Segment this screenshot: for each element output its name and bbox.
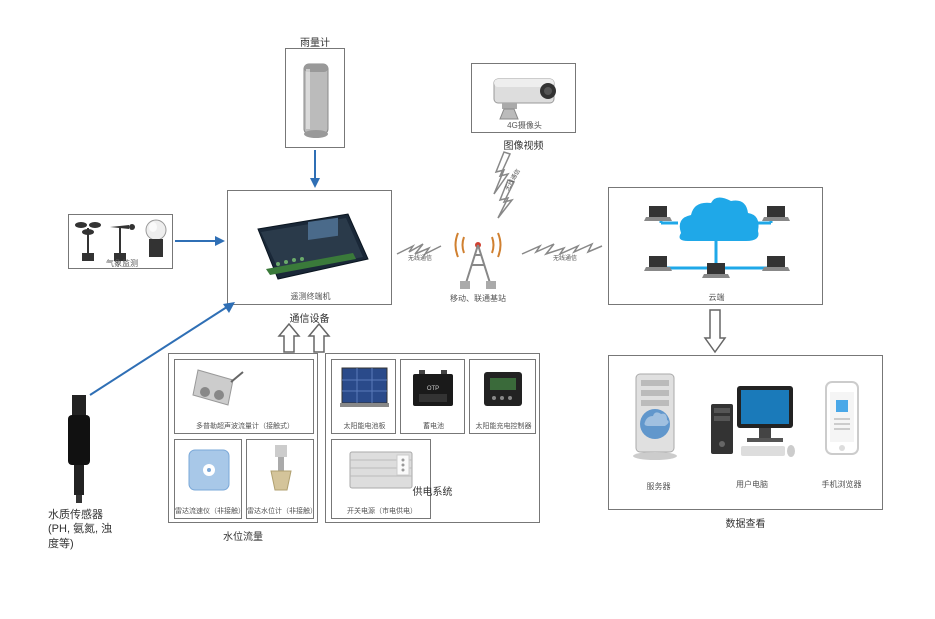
user-pc-label: 用户电脑 [707,479,797,490]
solar-panel-label: 太阳能电池板 [332,421,397,431]
camera-icon [472,64,577,124]
data-view-label: 数据查看 [608,515,883,530]
rain-gauge-box [285,48,345,148]
water-quality-sensor-label: 水质传感器 (PH, 氨氮, 浊度等) [48,508,118,551]
water-level-flow-label: 水位流量 [168,528,318,543]
camera-4g-label: 4G摄像头 [472,120,577,131]
power-system-label: 供电系统 [325,483,540,498]
camera-box: 4G摄像头 [471,63,576,133]
weather-label: 气象监测 [102,258,142,269]
solar-controller-box: 太阳能充电控制器 [469,359,536,434]
solar-panel-box: 太阳能电池板 [331,359,396,434]
mobile-label: 手机浏览器 [814,479,869,490]
switch-power-label: 开关电源（市电供电） [332,506,432,516]
arrow-sensors-to-rtu [276,322,302,354]
svg-text:OTP: OTP [427,386,439,392]
data-view-box: 服务器 用户电脑 手机浏览器 [608,355,883,510]
doppler-label: 多普勒超声波流量计（接触式） [175,421,315,431]
arrow-power-to-rtu [306,322,332,354]
cloud-network-icon [609,188,824,296]
cell-tower-icon [438,215,518,295]
radar-level-label: 雷达水位计（非接触） [247,506,315,516]
radar-flow-label: 雷达流速仪（非接触） [175,506,243,516]
solar-controller-label: 太阳能充电控制器 [470,421,537,431]
battery-box: OTP 蓄电池 [400,359,465,434]
mobile-icon [814,374,869,474]
server-label: 服务器 [621,481,696,492]
cloud-inner-label: 云端 [609,292,824,303]
rtu-device-icon [228,191,393,296]
rain-gauge-icon [286,49,346,149]
wireless-label-3: 无线通信 [545,253,585,262]
solar-controller-icon [470,360,537,420]
anemometer-icon [71,215,106,270]
arrow-waterquality-to-rtu [85,300,240,400]
image-video-label: 图像视频 [471,137,576,152]
radar-level-box: 雷达水位计（非接触） [246,439,314,519]
base-station-label: 移动、联通基站 [438,293,518,304]
rain-gauge-label: 雨量计 [285,34,345,49]
radar-level-icon [247,440,315,500]
solar-panel-icon [332,360,397,420]
server-icon [621,366,696,476]
arrow-weather-to-rtu [175,234,227,248]
switch-power-box: 开关电源（市电供电） [331,439,431,519]
radar-flow-box: 雷达流速仪（非接触） [174,439,242,519]
rtu-inner-label: 遥测终端机 [228,291,393,302]
arrow-cloud-to-dataview [702,308,728,354]
water-quality-sensor-icon [60,395,100,505]
dome-sensor-icon [141,215,171,270]
rtu-box: 遥测终端机 [227,190,392,305]
user-pc-icon [707,374,797,474]
battery-label: 蓄电池 [401,421,466,431]
radar-flow-icon [175,440,243,500]
wireless-label-2: 无线通信 [400,253,440,262]
arrow-rain-to-rtu [308,150,322,190]
cloud-box: 云端 [608,187,823,305]
battery-icon: OTP [401,360,466,420]
